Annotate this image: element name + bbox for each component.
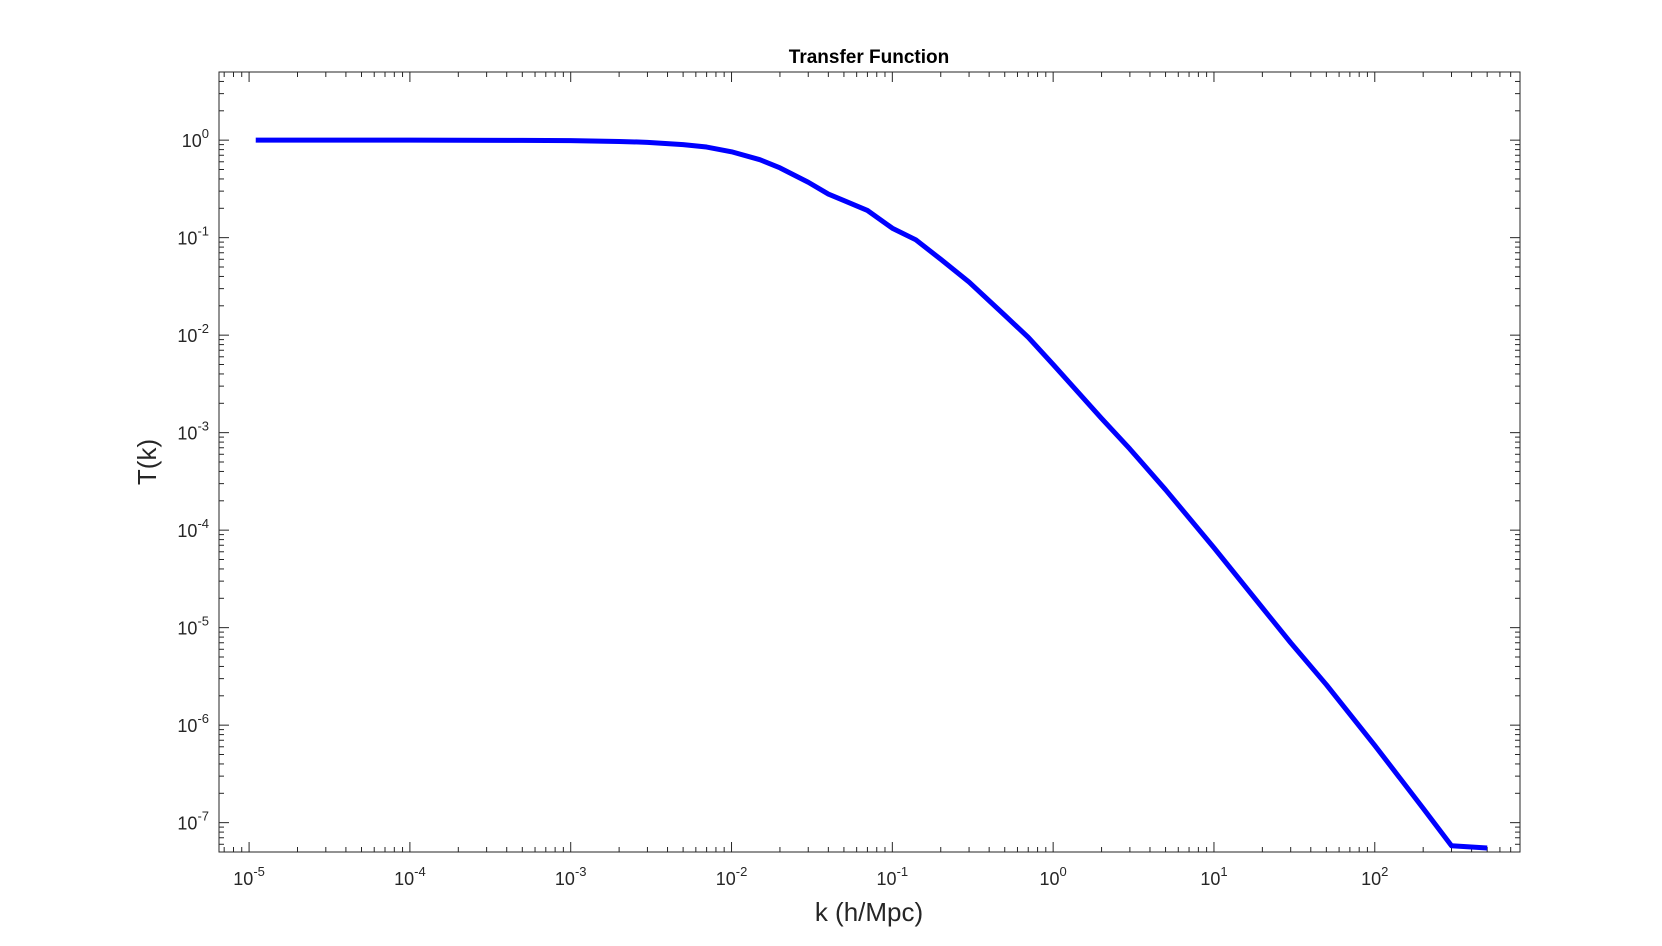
x-tick-label: 10-5 — [233, 864, 265, 889]
y-tick-label: 10-5 — [177, 614, 209, 639]
chart-title: Transfer Function — [789, 47, 949, 68]
x-axis-label: k (h/Mpc) — [815, 897, 923, 927]
y-tick-label: 10-3 — [177, 419, 209, 444]
y-tick-labels: 100 10-1 10-2 10-3 10-4 10-5 10-6 10-7 — [177, 126, 209, 834]
x-tick-label: 10-1 — [877, 864, 909, 889]
y-axis-label: T(k) — [132, 439, 162, 485]
x-tick-label: 102 — [1361, 864, 1388, 889]
y-tick-label: 10-7 — [177, 809, 209, 834]
x-tick-label: 101 — [1200, 864, 1227, 889]
x-tick-label: 10-3 — [555, 864, 587, 889]
x-tick-label: 10-4 — [394, 864, 426, 889]
y-tick-label: 10-1 — [177, 224, 209, 249]
x-tick-labels: 10-5 10-4 10-3 10-2 10-1 100 101 102 — [233, 864, 1388, 889]
y-tick-label: 10-6 — [177, 711, 209, 736]
plot-area — [218, 71, 1521, 853]
y-tick-label: 100 — [182, 126, 209, 151]
major-ticks — [219, 72, 1520, 852]
x-tick-label: 10-2 — [716, 864, 748, 889]
x-tick-label: 100 — [1040, 864, 1067, 889]
y-tick-label: 10-2 — [177, 321, 209, 346]
minor-ticks — [219, 71, 1521, 853]
series-line-transfer-function — [255, 137, 1488, 851]
y-tick-label: 10-4 — [177, 516, 209, 541]
